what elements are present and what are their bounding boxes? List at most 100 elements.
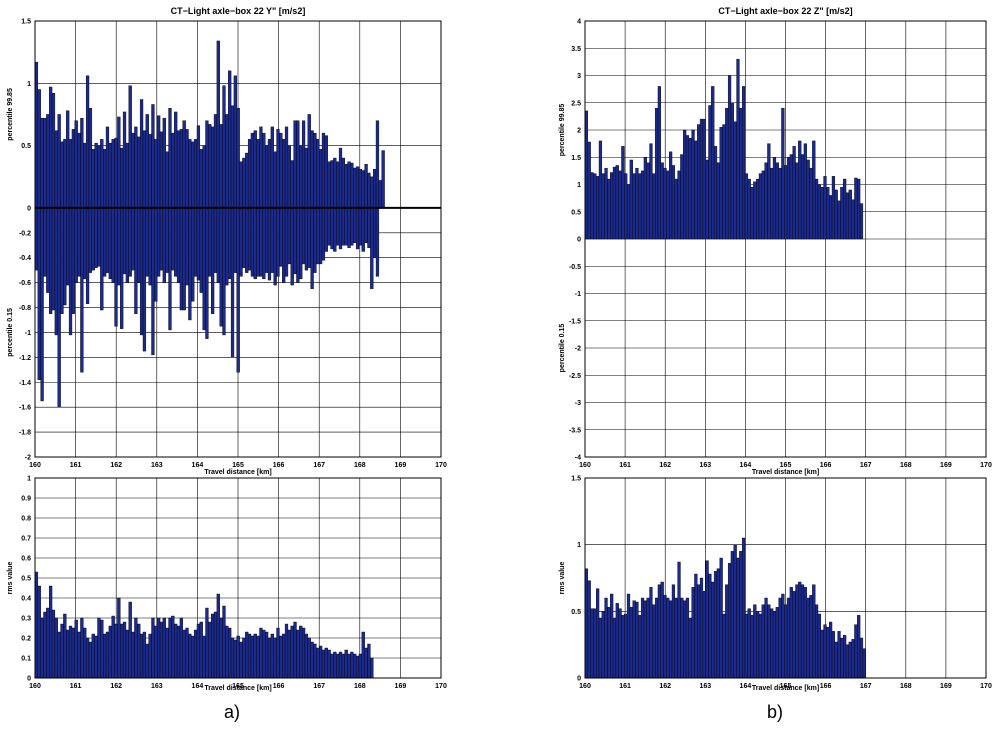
bar-lower-25: [105, 207, 110, 273]
x-tick-label: 166: [273, 462, 285, 469]
y-tick-label: 0.4: [21, 596, 31, 603]
x-tick-label: 161: [70, 462, 82, 469]
bar-lower-83: [270, 207, 274, 273]
bar-lower-18: [85, 207, 90, 304]
bar-upper-17: [83, 142, 87, 209]
bar-upper-42: [702, 118, 706, 240]
bar-118: [370, 657, 374, 679]
bar-30: [120, 623, 124, 679]
bar-110: [347, 653, 351, 679]
bar-upper-82: [267, 139, 272, 209]
bar-50: [725, 584, 729, 679]
bar-57: [744, 613, 749, 679]
bar-88: [284, 623, 289, 679]
bar-101: [321, 649, 326, 679]
bar-upper-15: [77, 132, 81, 209]
bar-16: [80, 617, 84, 679]
bar-upper-112: [353, 167, 357, 209]
bar-upper-20: [91, 149, 95, 209]
bar-upper-12: [68, 139, 73, 209]
bar-upper-54: [736, 58, 740, 240]
bar-lower-95: [304, 207, 309, 271]
bar-upper-84: [820, 187, 824, 240]
bar-47: [716, 568, 720, 679]
bar-upper-49: [722, 124, 726, 240]
y-tick-label: 2.5: [571, 100, 581, 107]
bar-72: [786, 597, 791, 679]
bar-33: [677, 561, 681, 679]
bar-94: [301, 627, 306, 679]
bar-upper-38: [142, 130, 147, 209]
bar-3: [593, 608, 597, 679]
bar-upper-107: [338, 147, 343, 209]
bar-upper-95: [304, 147, 309, 209]
bar-upper-66: [222, 85, 226, 209]
bar-95: [304, 633, 309, 679]
bar-68: [228, 627, 232, 679]
bar-lower-75: [247, 207, 252, 271]
bar-lower-44: [159, 207, 164, 271]
bar-upper-47: [168, 107, 172, 209]
bar-78: [256, 635, 260, 679]
bar-upper-5: [598, 140, 603, 240]
bar-upper-106: [336, 161, 340, 209]
bar-6: [51, 609, 56, 679]
bar-upper-53: [733, 121, 737, 240]
bar-upper-58: [199, 149, 203, 209]
bar-80: [809, 595, 813, 679]
bar-upper-28: [663, 167, 667, 240]
bar-49: [174, 623, 178, 679]
bar-upper-63: [761, 170, 765, 240]
bar-upper-90: [290, 160, 294, 209]
bar-upper-96: [854, 177, 858, 240]
bar-lower-12: [68, 207, 73, 336]
y-tick-label: 1: [577, 182, 581, 189]
bar-5: [49, 585, 53, 679]
bar-upper-79: [806, 159, 810, 240]
bar-upper-50: [176, 130, 181, 209]
bar-99: [316, 647, 320, 679]
bar-62: [210, 613, 215, 679]
bar-76: [250, 635, 255, 679]
bar-lower-43: [157, 207, 161, 277]
bar-upper-41: [699, 118, 704, 240]
bar-77: [253, 633, 257, 679]
x-axis-label: Travel distance [km]: [752, 685, 819, 692]
bar-26: [657, 584, 661, 679]
x-tick-label: 165: [780, 683, 792, 690]
bar-upper-50: [725, 107, 729, 240]
bar-74: [245, 631, 249, 679]
bar-upper-35: [134, 126, 138, 209]
bar-lower-69: [230, 207, 235, 358]
bar-61: [208, 621, 212, 679]
y-tick-label: 3: [577, 73, 581, 80]
bar-lower-78: [256, 207, 260, 277]
bar-44: [708, 573, 712, 679]
bar-52: [182, 629, 186, 679]
bar-109: [344, 649, 348, 679]
bar-lower-47: [168, 207, 172, 331]
bar-9: [610, 593, 614, 679]
bar-upper-55: [191, 141, 195, 209]
bar-upper-11: [615, 165, 619, 240]
bar-12: [618, 608, 622, 679]
y-tick-label: 0.8: [21, 516, 31, 523]
y-tick-label: 0.5: [21, 576, 31, 583]
bar-93: [299, 625, 303, 679]
bar-upper-37: [688, 137, 692, 240]
bar-upper-86: [826, 187, 830, 240]
bar-4: [46, 607, 50, 679]
bar-lower-5: [49, 207, 53, 314]
bar-upper-49: [174, 111, 178, 209]
y-axis-label-top: percentile 99.85: [7, 88, 14, 141]
bar-upper-69: [778, 167, 782, 240]
bar-97: [857, 615, 861, 679]
bar-lower-90: [290, 207, 294, 286]
bar-upper-81: [265, 145, 269, 209]
bar-upper-113: [355, 166, 360, 209]
bar-24: [103, 633, 107, 679]
bar-lower-101: [321, 207, 326, 261]
bar-48: [171, 615, 175, 679]
bar-18: [635, 601, 639, 679]
x-tick-label: 163: [151, 462, 163, 469]
